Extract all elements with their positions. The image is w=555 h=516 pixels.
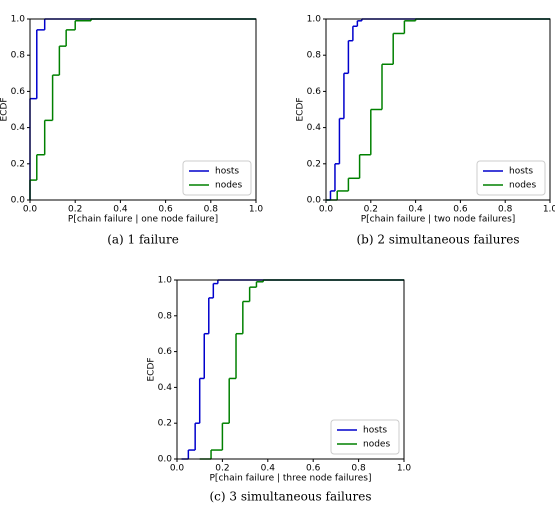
legend-label: nodes xyxy=(509,181,536,191)
y-tick-label: 0.6 xyxy=(307,87,322,97)
legend-label: nodes xyxy=(363,440,390,450)
x-tick-label: 0.2 xyxy=(215,464,229,474)
x-axis-label: P[chain failure | one node failure] xyxy=(68,215,218,225)
y-tick-label: 1.0 xyxy=(307,15,322,25)
caption: (b) 2 simultaneous failures xyxy=(357,233,520,247)
y-tick-label: 0.8 xyxy=(11,51,26,61)
y-tick-label: 0.8 xyxy=(158,311,173,321)
x-tick-label: 0.2 xyxy=(364,205,378,215)
y-tick-label: 0.8 xyxy=(307,51,322,61)
x-tick-label: 1.0 xyxy=(397,464,412,474)
y-tick-label: 0.2 xyxy=(11,159,25,169)
y-tick-label: 0.0 xyxy=(307,196,322,206)
plot-frame xyxy=(325,18,551,201)
x-tick-label: 0.6 xyxy=(158,205,173,215)
y-tick-label: 0.4 xyxy=(158,383,173,393)
legend-label: hosts xyxy=(215,167,239,177)
y-tick-label: 0.0 xyxy=(11,196,26,206)
y-tick-label: 0.0 xyxy=(158,455,173,465)
x-tick-label: 1.0 xyxy=(543,205,555,215)
caption: (c) 3 simultaneous failures xyxy=(209,490,371,504)
y-tick-label: 0.4 xyxy=(307,123,322,133)
legend-box xyxy=(182,160,252,196)
x-tick-label: 0.6 xyxy=(306,464,321,474)
legend-box xyxy=(476,160,546,196)
legend-box xyxy=(330,419,400,455)
x-tick-label: 0.8 xyxy=(351,464,366,474)
legend-label: nodes xyxy=(215,181,242,191)
y-tick-label: 0.2 xyxy=(158,419,172,429)
y-axis-label: ECDF xyxy=(296,97,306,121)
x-axis-label: P[chain failure | two node failures] xyxy=(361,215,516,225)
x-tick-label: 0.4 xyxy=(408,205,423,215)
x-tick-label: 0.8 xyxy=(498,205,513,215)
x-tick-label: 0.4 xyxy=(113,205,128,215)
y-tick-label: 0.4 xyxy=(11,123,26,133)
plot-frame xyxy=(176,279,405,460)
x-tick-label: 0.0 xyxy=(319,205,334,215)
x-tick-label: 0.6 xyxy=(453,205,468,215)
x-tick-label: 0.0 xyxy=(170,464,185,474)
legend-label: hosts xyxy=(363,426,387,436)
y-axis-label: ECDF xyxy=(0,97,10,121)
y-tick-label: 0.6 xyxy=(158,347,173,357)
x-tick-label: 1.0 xyxy=(249,205,264,215)
y-tick-label: 0.2 xyxy=(307,159,321,169)
x-tick-label: 0.0 xyxy=(23,205,38,215)
plot-frame xyxy=(29,18,257,201)
y-axis-label: ECDF xyxy=(147,357,157,381)
y-tick-label: 1.0 xyxy=(11,15,26,25)
caption: (a) 1 failure xyxy=(107,233,179,247)
x-tick-label: 0.2 xyxy=(68,205,82,215)
x-tick-label: 0.8 xyxy=(204,205,219,215)
y-tick-label: 1.0 xyxy=(158,276,173,286)
x-axis-label: P[chain failure | three node failures] xyxy=(210,474,372,484)
x-tick-label: 0.4 xyxy=(261,464,276,474)
y-tick-label: 0.6 xyxy=(11,87,26,97)
legend-label: hosts xyxy=(509,167,533,177)
